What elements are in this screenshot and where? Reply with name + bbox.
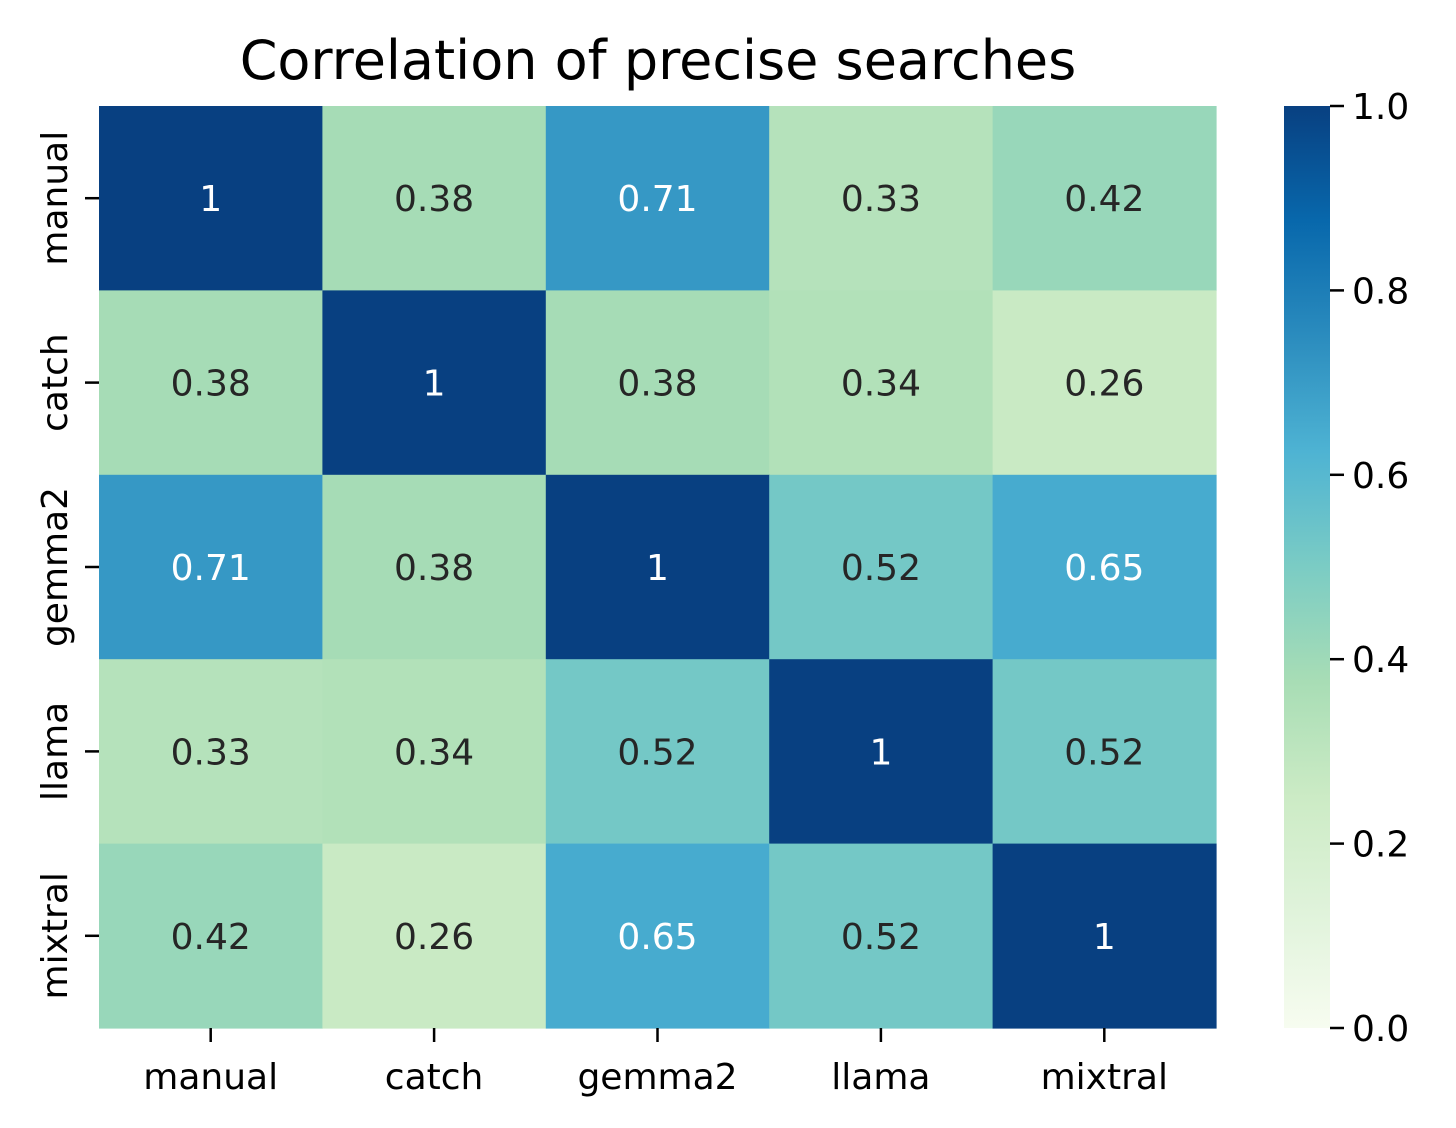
cell-value-label: 0.71: [171, 548, 251, 589]
cell-value-label: 0.26: [394, 917, 474, 958]
cell-value-label: 0.38: [394, 548, 474, 589]
heatmap-cell: [99, 290, 323, 476]
heatmap-cell: [545, 290, 770, 476]
heatmap-cell: [769, 106, 994, 291]
heatmap-cell: [322, 843, 547, 1029]
cell-value-label: 0.52: [1064, 732, 1144, 773]
x-tick-label: manual: [143, 1057, 278, 1098]
cell-value-label: 0.34: [841, 364, 921, 405]
chart-title: Correlation of precise searches: [240, 29, 1077, 92]
cell-value-label: 0.33: [841, 179, 921, 220]
x-tick-label: mixtral: [1041, 1057, 1168, 1098]
heatmap-cell: [99, 843, 323, 1029]
heatmap-cell: [545, 843, 770, 1029]
heatmap-cell: [545, 474, 770, 660]
heatmap-cell: [769, 843, 994, 1029]
y-tick-label: catch: [35, 333, 76, 432]
y-tick-label: mixtral: [35, 872, 76, 999]
heatmap-cell: [99, 474, 323, 660]
heatmap-cell: [322, 290, 547, 476]
cell-value-label: 0.38: [617, 364, 697, 405]
heatmap-cell: [545, 106, 770, 291]
heatmap-cells: 1 0.38 0.71 0.33 0.42 0.38 1 0.38 0.34 0.26 0.71 0.…: [99, 106, 1217, 1029]
cell-value-label: 0.38: [171, 364, 251, 405]
colorbar-tick-label: 0.0: [1352, 1009, 1409, 1050]
heatmap-cell: [992, 843, 1217, 1029]
y-axis: manual catch gemma2 llama mixtral: [35, 131, 99, 999]
heatmap-cell: [545, 659, 770, 845]
colorbar-tick-label: 0.4: [1352, 640, 1409, 681]
cell-value-label: 0.42: [1064, 179, 1144, 220]
cell-value-label: 1: [646, 548, 669, 589]
x-tick-label: llama: [831, 1057, 930, 1098]
cell-value-label: 0.65: [617, 917, 697, 958]
x-tick-label: catch: [385, 1057, 484, 1098]
heatmap-cell: [322, 659, 547, 845]
cell-value-label: 0.52: [617, 732, 697, 773]
cell-value-label: 0.38: [394, 179, 474, 220]
heatmap-cell: [99, 106, 323, 291]
cell-value-label: 0.52: [841, 917, 921, 958]
cell-value-label: 0.33: [171, 732, 251, 773]
y-tick-label: gemma2: [35, 487, 76, 647]
heatmap-cell: [769, 659, 994, 845]
cell-value-label: 1: [199, 179, 222, 220]
colorbar: 0.0 0.2 0.4 0.6 0.8 1.0: [1284, 87, 1409, 1050]
cell-value-label: 0.26: [1064, 364, 1144, 405]
cell-value-label: 0.42: [171, 917, 251, 958]
colorbar-gradient-bar: [1284, 106, 1330, 1028]
heatmap-cell: [99, 659, 323, 845]
heatmap-cell: [992, 106, 1217, 291]
cell-value-label: 1: [869, 732, 892, 773]
cell-value-label: 1: [1093, 917, 1116, 958]
heatmap-cell: [769, 474, 994, 660]
heatmap-cell: [992, 290, 1217, 476]
x-tick-label: gemma2: [577, 1057, 737, 1098]
colorbar-tick-label: 1.0: [1352, 87, 1409, 128]
y-tick-label: llama: [35, 702, 76, 801]
heatmap-cell: [992, 659, 1217, 845]
colorbar-tick-label: 0.6: [1352, 456, 1409, 497]
colorbar-tick-label: 0.2: [1352, 825, 1409, 866]
y-tick-label: manual: [35, 131, 76, 266]
cell-value-label: 0.34: [394, 732, 474, 773]
cell-value-label: 0.71: [617, 179, 697, 220]
heatmap-cell: [322, 106, 547, 291]
heatmap-cell: [992, 474, 1217, 660]
heatmap-cell: [322, 474, 547, 660]
x-axis: manual catch gemma2 llama mixtral: [143, 1028, 1168, 1098]
colorbar-tick-label: 0.8: [1352, 271, 1409, 312]
cell-value-label: 0.65: [1064, 548, 1144, 589]
heatmap-cell: [769, 290, 994, 476]
cell-value-label: 0.52: [841, 548, 921, 589]
cell-value-label: 1: [423, 364, 446, 405]
